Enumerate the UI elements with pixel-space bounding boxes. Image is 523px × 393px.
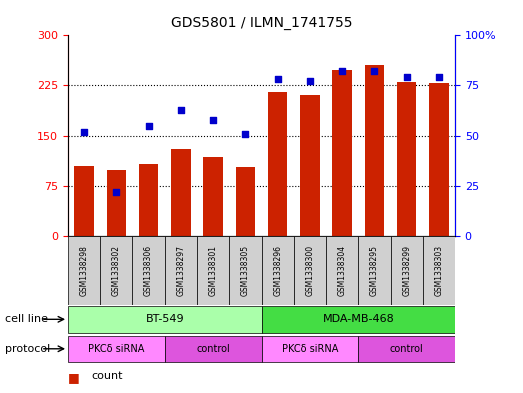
Point	[144, 122, 153, 129]
Text: GSM1338299: GSM1338299	[402, 245, 411, 296]
Text: GSM1338295: GSM1338295	[370, 245, 379, 296]
Bar	[391, 236, 423, 305]
Point	[274, 76, 282, 83]
Bar	[262, 336, 358, 362]
Bar	[429, 83, 449, 236]
Bar	[68, 336, 165, 362]
Bar	[74, 165, 94, 236]
Text: MDA-MB-468: MDA-MB-468	[322, 314, 394, 324]
Text: control: control	[196, 344, 230, 354]
Bar	[262, 306, 455, 332]
Bar	[423, 236, 455, 305]
Text: GSM1338305: GSM1338305	[241, 244, 250, 296]
Bar	[171, 149, 190, 236]
Text: GSM1338302: GSM1338302	[112, 245, 121, 296]
Bar	[326, 236, 358, 305]
Text: cell line: cell line	[5, 314, 48, 324]
Text: GSM1338297: GSM1338297	[176, 245, 185, 296]
Point	[305, 78, 314, 84]
Bar	[358, 336, 455, 362]
Bar	[333, 70, 352, 236]
Point	[209, 116, 218, 123]
Bar	[229, 236, 262, 305]
Bar	[268, 92, 287, 236]
Point	[403, 74, 411, 81]
Bar	[68, 236, 100, 305]
Bar	[294, 236, 326, 305]
Point	[370, 68, 379, 75]
Text: BT-549: BT-549	[145, 314, 184, 324]
Bar	[165, 336, 262, 362]
Point	[177, 107, 185, 113]
Point	[80, 129, 88, 135]
Bar	[203, 157, 223, 236]
Bar	[100, 236, 132, 305]
Bar	[139, 164, 158, 236]
Bar	[132, 236, 165, 305]
Text: GSM1338306: GSM1338306	[144, 244, 153, 296]
Text: count: count	[92, 371, 123, 381]
Text: protocol: protocol	[5, 344, 51, 354]
Bar	[68, 306, 262, 332]
Text: GSM1338300: GSM1338300	[305, 244, 314, 296]
Text: GSM1338301: GSM1338301	[209, 245, 218, 296]
Text: GSM1338298: GSM1338298	[79, 245, 88, 296]
Text: GDS5801 / ILMN_1741755: GDS5801 / ILMN_1741755	[170, 16, 353, 30]
Bar	[165, 236, 197, 305]
Point	[241, 130, 249, 137]
Bar	[197, 236, 229, 305]
Text: GSM1338304: GSM1338304	[338, 244, 347, 296]
Point	[338, 68, 346, 75]
Text: PKCδ siRNA: PKCδ siRNA	[88, 344, 144, 354]
Bar	[397, 82, 416, 236]
Text: ■: ■	[68, 371, 79, 384]
Text: control: control	[390, 344, 424, 354]
Bar	[358, 236, 391, 305]
Text: PKCδ siRNA: PKCδ siRNA	[282, 344, 338, 354]
Text: GSM1338303: GSM1338303	[435, 244, 444, 296]
Bar	[107, 170, 126, 236]
Bar	[236, 167, 255, 236]
Bar	[300, 95, 320, 236]
Point	[112, 189, 120, 195]
Text: GSM1338296: GSM1338296	[273, 245, 282, 296]
Bar	[262, 236, 294, 305]
Point	[435, 74, 443, 81]
Bar	[365, 65, 384, 236]
